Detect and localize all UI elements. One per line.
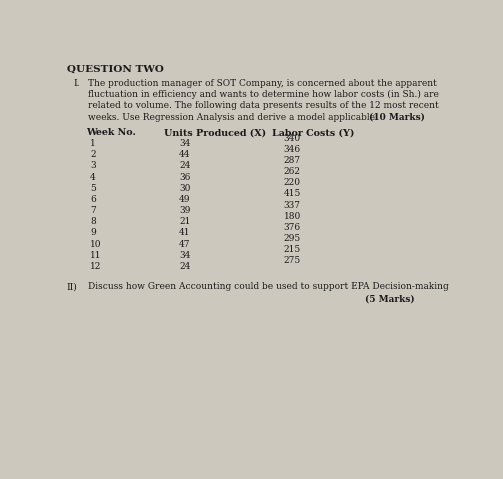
Text: 3: 3 bbox=[90, 161, 96, 171]
Text: 220: 220 bbox=[284, 178, 301, 187]
Text: 41: 41 bbox=[179, 228, 191, 238]
Text: (10 Marks): (10 Marks) bbox=[369, 113, 425, 122]
Text: 30: 30 bbox=[179, 184, 191, 193]
Text: 44: 44 bbox=[179, 150, 191, 159]
Text: Discuss how Green Accounting could be used to support EPA Decision-making: Discuss how Green Accounting could be us… bbox=[88, 282, 449, 291]
Text: QUESTION TWO: QUESTION TWO bbox=[67, 65, 163, 74]
Text: I.: I. bbox=[74, 79, 80, 88]
Text: 47: 47 bbox=[179, 240, 191, 249]
Text: 376: 376 bbox=[284, 223, 301, 232]
Text: 10: 10 bbox=[90, 240, 102, 249]
Text: 346: 346 bbox=[284, 145, 301, 154]
Text: Labor Costs (Y): Labor Costs (Y) bbox=[272, 128, 355, 137]
Text: Units Produced (X): Units Produced (X) bbox=[163, 128, 266, 137]
Text: 295: 295 bbox=[284, 234, 301, 243]
Text: 275: 275 bbox=[284, 256, 301, 265]
Text: fluctuation in efficiency and wants to determine how labor costs (in Sh.) are: fluctuation in efficiency and wants to d… bbox=[88, 90, 439, 99]
Text: 12: 12 bbox=[90, 262, 102, 271]
Text: 4: 4 bbox=[90, 172, 96, 182]
Text: 337: 337 bbox=[284, 201, 301, 209]
Text: 39: 39 bbox=[179, 206, 191, 215]
Text: 36: 36 bbox=[179, 172, 191, 182]
Text: 7: 7 bbox=[90, 206, 96, 215]
Text: 180: 180 bbox=[284, 212, 301, 221]
Text: II): II) bbox=[67, 282, 77, 291]
Text: 34: 34 bbox=[179, 251, 191, 260]
Text: 9: 9 bbox=[90, 228, 96, 238]
Text: 262: 262 bbox=[284, 167, 301, 176]
Text: related to volume. The following data presents results of the 12 most recent: related to volume. The following data pr… bbox=[88, 102, 439, 110]
Text: The production manager of SOT Company, is concerned about the apparent: The production manager of SOT Company, i… bbox=[88, 79, 437, 88]
Text: 215: 215 bbox=[284, 245, 301, 254]
Text: weeks. Use Regression Analysis and derive a model applicable: weeks. Use Regression Analysis and deriv… bbox=[88, 113, 375, 122]
Text: 2: 2 bbox=[90, 150, 96, 159]
Text: 287: 287 bbox=[284, 156, 301, 165]
Text: 11: 11 bbox=[90, 251, 102, 260]
Text: 1: 1 bbox=[90, 139, 96, 148]
Text: 21: 21 bbox=[179, 217, 191, 226]
Text: 8: 8 bbox=[90, 217, 96, 226]
Text: 415: 415 bbox=[284, 189, 301, 198]
Text: 6: 6 bbox=[90, 195, 96, 204]
Text: 5: 5 bbox=[90, 184, 96, 193]
Text: 24: 24 bbox=[179, 161, 191, 171]
Text: 340: 340 bbox=[284, 134, 301, 143]
Text: 49: 49 bbox=[179, 195, 191, 204]
Text: 34: 34 bbox=[179, 139, 191, 148]
Text: (5 Marks): (5 Marks) bbox=[365, 295, 415, 304]
Text: Week No.: Week No. bbox=[86, 128, 136, 137]
Text: 24: 24 bbox=[179, 262, 191, 271]
